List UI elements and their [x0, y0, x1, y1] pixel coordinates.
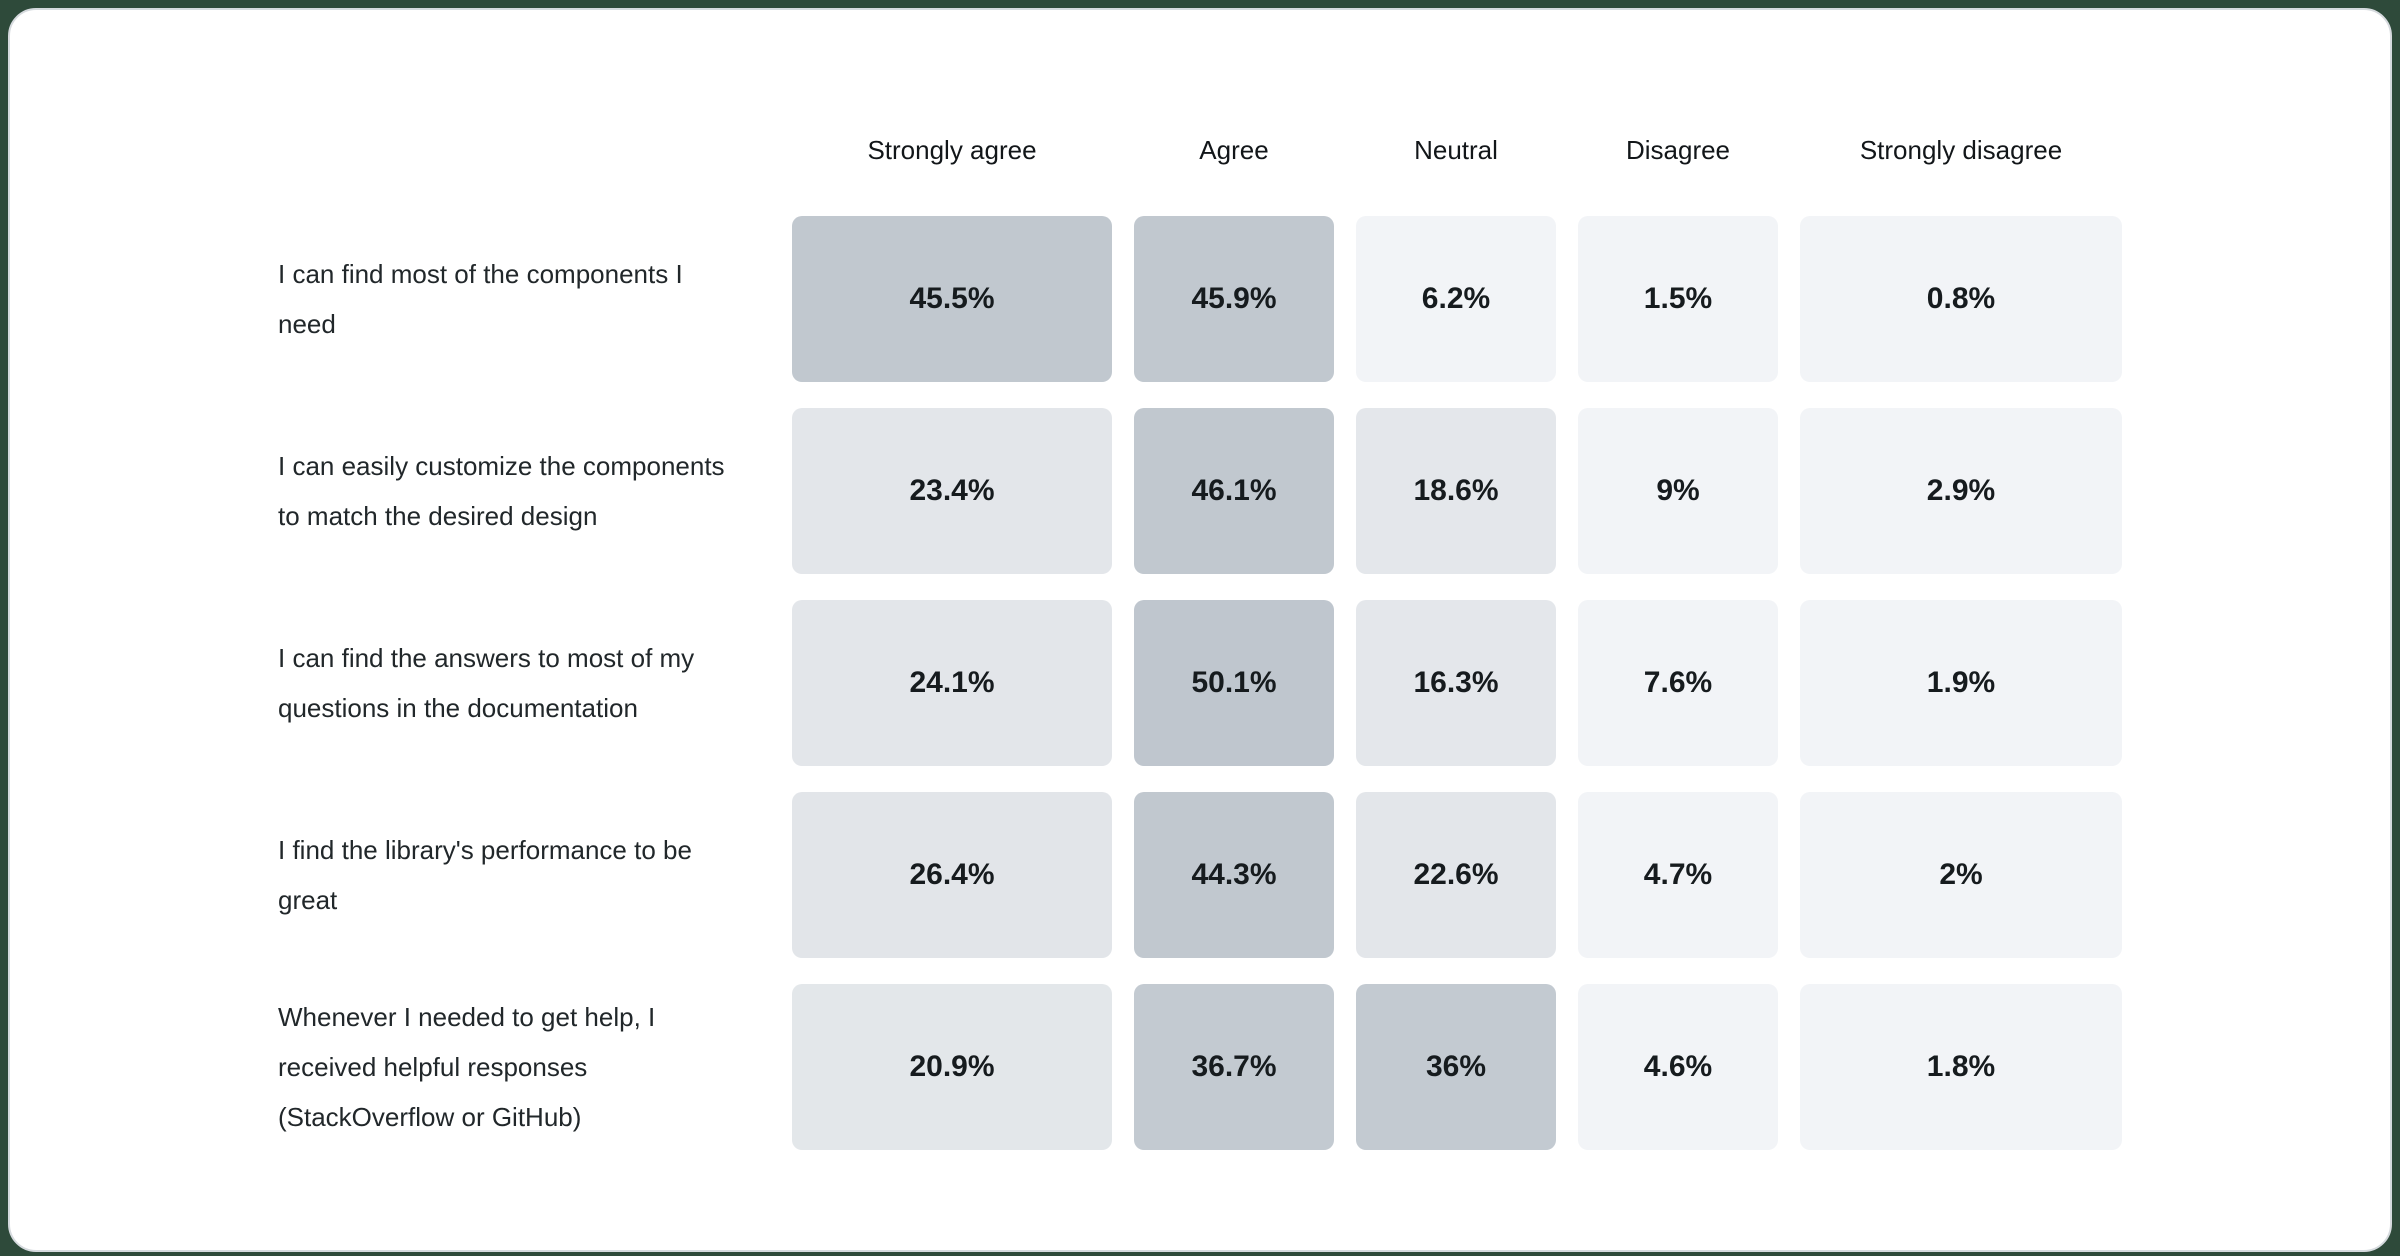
heatmap-cell: 1.5%: [1578, 216, 1778, 382]
heatmap-cell: 16.3%: [1356, 600, 1556, 766]
heatmap-cell: 4.7%: [1578, 792, 1778, 958]
heatmap-cell: 0.8%: [1800, 216, 2122, 382]
heatmap-cell: 7.6%: [1578, 600, 1778, 766]
heatmap-cell: 2.9%: [1800, 408, 2122, 574]
column-header-strongly-agree: Strongly agree: [867, 134, 1037, 165]
heatmap-cell: 36.7%: [1134, 984, 1334, 1150]
heatmap-cell: 46.1%: [1134, 408, 1334, 574]
heatmap-cell: 2%: [1800, 792, 2122, 958]
survey-results-card: Strongly agree Agree Neutral Disagree Strong…: [8, 8, 2392, 1252]
heatmap-cell: 24.1%: [792, 600, 1112, 766]
likert-heatmap: Strongly agree Agree Neutral Disagree Strong…: [278, 110, 2122, 1150]
heatmap-cell: 9%: [1578, 408, 1778, 574]
row-label: I can find most of the components I need: [278, 259, 683, 339]
heatmap-cell: 44.3%: [1134, 792, 1334, 958]
heatmap-cell: 26.4%: [792, 792, 1112, 958]
heatmap-cell: 45.9%: [1134, 216, 1334, 382]
heatmap-cell: 4.6%: [1578, 984, 1778, 1150]
row-label: Whenever I needed to get help, I receive…: [278, 1002, 656, 1132]
heatmap-cell: 6.2%: [1356, 216, 1556, 382]
heatmap-cell: 20.9%: [792, 984, 1112, 1150]
heatmap-cell: 23.4%: [792, 408, 1112, 574]
row-label: I can find the answers to most of my que…: [278, 643, 695, 723]
heatmap-cell: 1.8%: [1800, 984, 2122, 1150]
heatmap-cell: 50.1%: [1134, 600, 1334, 766]
column-header-disagree: Disagree: [1625, 134, 1731, 165]
heatmap-cell: 22.6%: [1356, 792, 1556, 958]
heatmap-cell: 45.5%: [792, 216, 1112, 382]
row-label: I can easily customize the components to…: [278, 451, 725, 531]
column-header-neutral: Neutral: [1414, 134, 1498, 165]
heatmap-cell: 36%: [1356, 984, 1556, 1150]
row-label: I find the library's performance to be g…: [278, 835, 692, 915]
heatmap-cell: 1.9%: [1800, 600, 2122, 766]
column-header-agree: Agree: [1199, 134, 1269, 165]
matrix-corner-spacer: [278, 110, 770, 190]
heatmap-cell: 18.6%: [1356, 408, 1556, 574]
column-header-strongly-disagree: Strongly disagree: [1859, 134, 2063, 165]
